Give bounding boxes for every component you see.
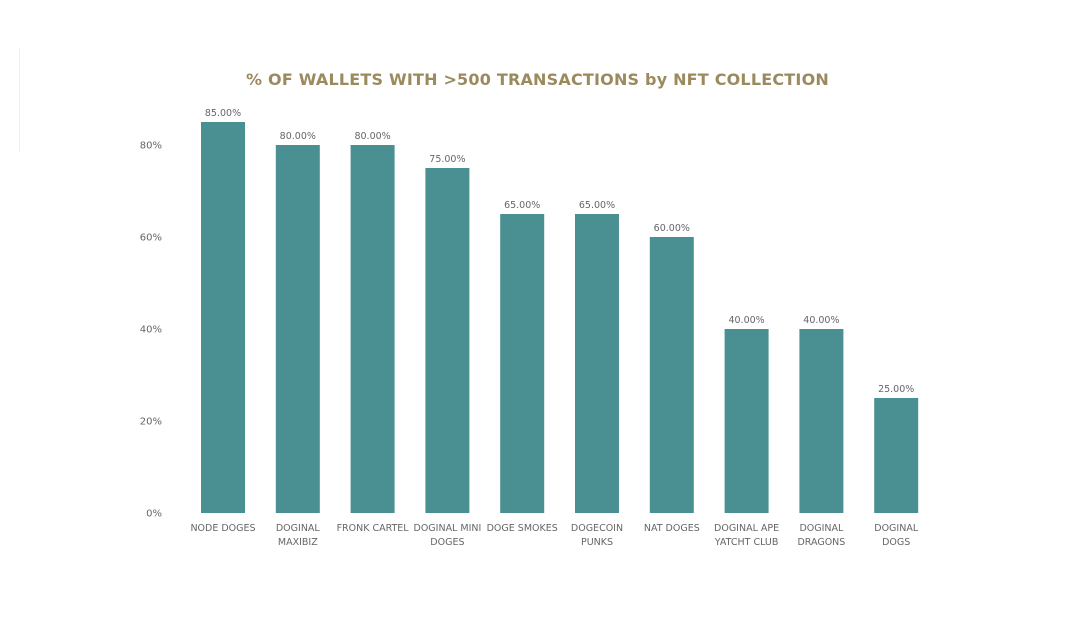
y-tick-label: 20% <box>140 417 162 428</box>
y-tick-label: 60% <box>140 233 162 244</box>
y-tick-label: 80% <box>140 141 162 152</box>
x-tick-label: DOGINAL <box>276 523 321 534</box>
data-label: 40.00% <box>803 315 839 326</box>
chart-title: % OF WALLETS WITH >500 TRANSACTIONS by N… <box>246 70 829 89</box>
x-tick-label: DOGINAL MINI <box>414 523 482 534</box>
bar <box>500 214 545 513</box>
bar <box>350 145 395 513</box>
x-tick-label: DOGINAL <box>874 523 919 534</box>
data-label: 80.00% <box>354 131 390 142</box>
x-tick-label: NODE DOGES <box>190 523 255 534</box>
y-tick-label: 0% <box>146 509 162 520</box>
data-label: 75.00% <box>429 154 465 165</box>
bar <box>425 168 470 513</box>
bar <box>724 329 769 513</box>
x-tick-label: FRONK CARTEL <box>337 523 410 534</box>
data-label: 60.00% <box>654 223 690 234</box>
left-divider <box>19 48 20 152</box>
x-tick-label: DOGES <box>430 537 464 548</box>
data-label: 80.00% <box>280 131 316 142</box>
x-tick-label: DRAGONS <box>797 537 845 548</box>
data-label: 65.00% <box>504 200 540 211</box>
x-tick-label: DOGINAL APE <box>714 523 779 534</box>
bar <box>275 145 320 513</box>
x-tick-label: DOGE SMOKES <box>487 523 558 534</box>
data-label: 65.00% <box>579 200 615 211</box>
bar <box>201 122 245 513</box>
y-tick-label: 40% <box>140 325 162 336</box>
data-label: 25.00% <box>878 384 914 395</box>
x-tick-label: DOGECOIN <box>571 523 623 534</box>
x-tick-label: PUNKS <box>581 537 613 548</box>
x-tick-label: DOGS <box>882 537 910 548</box>
bar <box>575 214 619 513</box>
x-tick-label: NAT DOGES <box>644 523 700 534</box>
x-tick-label: YATCHT CLUB <box>714 537 779 548</box>
x-tick-label: DOGINAL <box>799 523 844 534</box>
bar <box>649 237 694 513</box>
bar <box>874 398 919 513</box>
data-label: 85.00% <box>205 108 241 119</box>
bar <box>799 329 844 513</box>
data-label: 40.00% <box>728 315 764 326</box>
x-tick-label: MAXIBIZ <box>278 537 318 548</box>
